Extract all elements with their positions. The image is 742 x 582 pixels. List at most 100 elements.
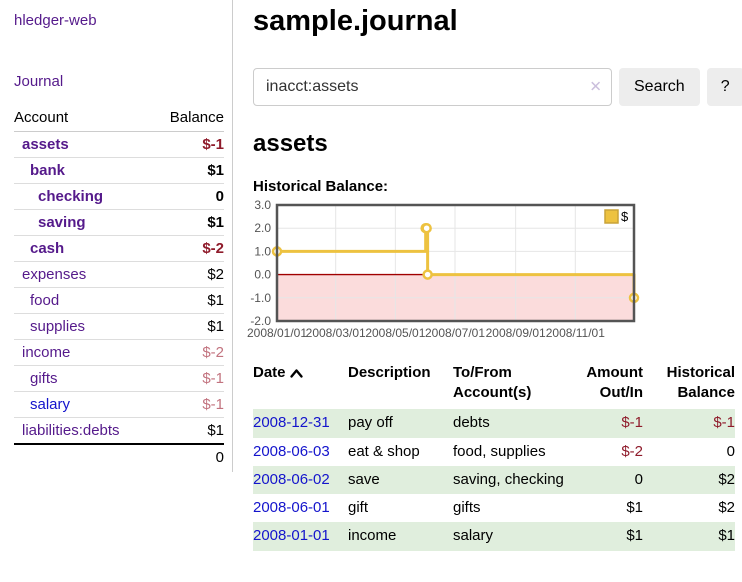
transaction-date-link[interactable]: 2008-12-31 xyxy=(253,414,330,431)
transaction-date-link[interactable]: 2008-06-01 xyxy=(253,499,330,516)
account-balance: $-2 xyxy=(153,340,224,366)
x-axis-tick-label: 2008/09/01 xyxy=(486,326,546,340)
data-point-marker xyxy=(423,225,431,233)
sidebar: hledger-web Journal Account Balance asse… xyxy=(0,0,233,472)
transaction-accounts: food, supplies xyxy=(453,438,575,466)
account-balance: $-2 xyxy=(153,236,224,262)
transaction-description: pay off xyxy=(348,409,453,437)
transaction-amount: $-1 xyxy=(575,409,653,437)
account-link-salary[interactable]: salary xyxy=(30,396,70,413)
account-link-checking[interactable]: checking xyxy=(38,188,103,205)
historical-balance-chart: $3.02.01.00.0-1.0-2.02008/01/012008/03/0… xyxy=(253,203,645,343)
account-link-assets[interactable]: assets xyxy=(22,136,69,153)
account-link-gifts[interactable]: gifts xyxy=(30,370,58,387)
transaction-date-link[interactable]: 2008-06-02 xyxy=(253,471,330,488)
account-row: liabilities:debts $1 xyxy=(14,418,224,445)
register-table: Date Description To/From Account(s) Amou… xyxy=(253,363,735,550)
account-link-bank[interactable]: bank xyxy=(30,162,65,179)
accounts-header-row: Account Balance xyxy=(14,106,224,132)
col-balance: Historical Balance xyxy=(653,363,735,409)
sidebar-item-journal[interactable]: Journal xyxy=(14,73,63,90)
transaction-date-link[interactable]: 2008-06-03 xyxy=(253,443,330,460)
transaction-amount: 0 xyxy=(575,466,653,494)
transaction-accounts: salary xyxy=(453,522,575,550)
accounts-total-value: 0 xyxy=(153,444,224,470)
search-button[interactable]: Search xyxy=(619,68,700,106)
y-axis-tick-label: 2.0 xyxy=(254,222,271,236)
account-row: food $1 xyxy=(14,288,224,314)
main-content: sample.journal ✕ Search ? assets Histori… xyxy=(233,0,742,551)
clear-search-icon[interactable]: ✕ xyxy=(589,78,602,96)
account-link-food[interactable]: food xyxy=(30,292,59,309)
account-balance: $1 xyxy=(153,158,224,184)
search-help-button[interactable]: ? xyxy=(707,68,742,106)
transaction-date: 2008-12-31 xyxy=(253,409,348,437)
col-amount: Amount Out/In xyxy=(575,363,653,409)
page-title: sample.journal xyxy=(253,5,742,38)
col-accounts-label-2: Account(s) xyxy=(453,384,531,401)
transaction-date: 2008-06-03 xyxy=(253,438,348,466)
col-accounts-label-1: To/From xyxy=(453,364,512,381)
x-axis-tick-label: 2008/05/01 xyxy=(365,326,425,340)
transaction-balance: $2 xyxy=(653,494,735,522)
search-input[interactable] xyxy=(253,68,612,106)
account-link-liabilities-debts[interactable]: liabilities:debts xyxy=(22,422,120,439)
account-balance: $1 xyxy=(153,210,224,236)
account-row: supplies$1 xyxy=(14,314,224,340)
col-balance-label-1: Historical xyxy=(667,364,735,381)
transaction-balance: 0 xyxy=(653,438,735,466)
transaction-description: eat & shop xyxy=(348,438,453,466)
transaction-row: 2008-12-31pay offdebts$-1$-1 xyxy=(253,409,735,437)
account-link-expenses[interactable]: expenses xyxy=(22,266,86,283)
transaction-date: 2008-06-02 xyxy=(253,466,348,494)
account-row: expenses $2 xyxy=(14,262,224,288)
account-link-cash[interactable]: cash xyxy=(30,240,64,257)
account-link-supplies[interactable]: supplies xyxy=(30,318,85,335)
transaction-row: 2008-01-01incomesalary$1$1 xyxy=(253,522,735,550)
col-date: Date xyxy=(253,363,348,409)
x-axis-tick-label: 2008/07/01 xyxy=(425,326,485,340)
x-axis-tick-label: 2008/01/01 xyxy=(247,326,307,340)
transaction-date: 2008-06-01 xyxy=(253,494,348,522)
accounts-col-account: Account xyxy=(14,106,153,132)
chart-title: Historical Balance: xyxy=(253,178,742,195)
transaction-accounts: saving, checking xyxy=(453,466,575,494)
transaction-row: 2008-06-03 eat & shopfood, supplies$-20 xyxy=(253,438,735,466)
account-heading: assets xyxy=(253,130,742,158)
register-header-row: Date Description To/From Account(s) Amou… xyxy=(253,363,735,409)
data-point-marker xyxy=(424,271,432,279)
account-balance: $1 xyxy=(153,418,224,445)
transaction-description: income xyxy=(348,522,453,550)
transaction-amount: $1 xyxy=(575,494,653,522)
transaction-amount: $-2 xyxy=(575,438,653,466)
account-row: gifts$-1 xyxy=(14,366,224,392)
account-row: assets$-1 xyxy=(14,132,224,158)
search-input-wrap: ✕ xyxy=(253,68,612,106)
col-description: Description xyxy=(348,363,453,409)
account-row: checking0 xyxy=(14,184,224,210)
account-balance: $1 xyxy=(153,288,224,314)
accounts-total-row: 0 xyxy=(14,444,224,470)
register-body: 2008-12-31pay offdebts$-1$-12008-06-03ea… xyxy=(253,409,735,550)
accounts-table: Account Balance assets$-1bank$1checking0… xyxy=(14,106,224,470)
account-balance: $2 xyxy=(153,262,224,288)
transaction-date: 2008-01-01 xyxy=(253,522,348,550)
account-row: bank $1 xyxy=(14,158,224,184)
transaction-balance: $2 xyxy=(653,466,735,494)
transaction-balance: $-1 xyxy=(653,409,735,437)
transaction-description: gift xyxy=(348,494,453,522)
account-link-saving[interactable]: saving xyxy=(38,214,86,231)
transaction-amount: $1 xyxy=(575,522,653,550)
account-link-income[interactable]: income xyxy=(22,344,70,361)
sort-ascending-icon xyxy=(290,369,303,378)
transaction-date-link[interactable]: 2008-01-01 xyxy=(253,527,330,544)
col-date-label: Date xyxy=(253,364,286,381)
transaction-accounts: gifts xyxy=(453,494,575,522)
y-axis-tick-label: 1.0 xyxy=(254,245,271,259)
account-row: saving $1 xyxy=(14,210,224,236)
legend-swatch-icon xyxy=(605,210,618,223)
page: hledger-web Journal Account Balance asse… xyxy=(0,0,742,551)
transaction-row: 2008-06-01 giftgifts$1$2 xyxy=(253,494,735,522)
app-title-link[interactable]: hledger-web xyxy=(14,12,97,29)
accounts-body: assets$-1bank$1checking0saving$1cash$-2e… xyxy=(14,132,224,445)
